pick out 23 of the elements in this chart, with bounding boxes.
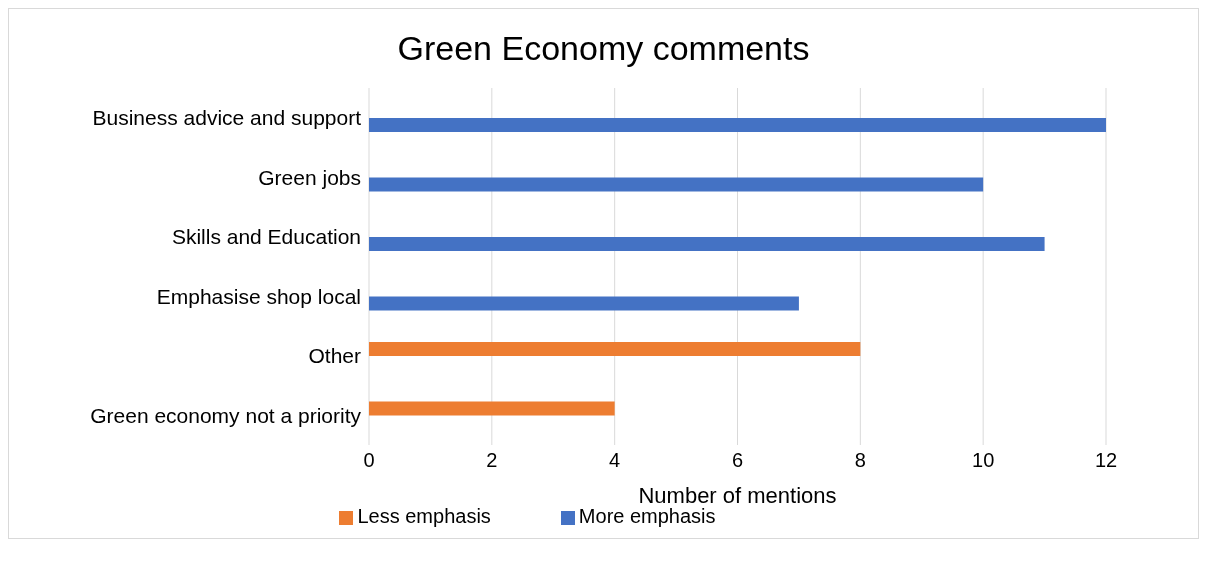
bar bbox=[369, 118, 1106, 132]
legend-label: Less emphasis bbox=[357, 505, 491, 527]
bar bbox=[369, 342, 861, 356]
x-tick-label: 10 bbox=[972, 449, 995, 472]
x-tick-label: 4 bbox=[609, 449, 621, 472]
y-tick-label: Green economy not a priority bbox=[90, 403, 362, 427]
y-tick-label: Emphasise shop local bbox=[156, 284, 361, 308]
x-tick-label: 6 bbox=[731, 449, 744, 472]
bar bbox=[369, 237, 1045, 251]
y-tick-label: Business advice and support bbox=[92, 106, 362, 130]
legend-label: More emphasis bbox=[578, 505, 716, 527]
y-tick-label: Other bbox=[308, 344, 361, 368]
x-axis-title: Number of mentions bbox=[638, 483, 837, 508]
bar bbox=[369, 401, 615, 416]
bar bbox=[369, 177, 984, 192]
x-tick-label: 0 bbox=[363, 449, 375, 472]
x-tick-label: 8 bbox=[854, 449, 866, 472]
y-tick-label: Skills and Education bbox=[171, 225, 361, 249]
chart-title: Green Economy comments bbox=[396, 29, 811, 68]
bar bbox=[369, 296, 799, 311]
y-tick-label: Green jobs bbox=[258, 165, 361, 189]
x-tick-label: 12 bbox=[1094, 449, 1118, 472]
x-tick-label: 2 bbox=[486, 449, 498, 472]
